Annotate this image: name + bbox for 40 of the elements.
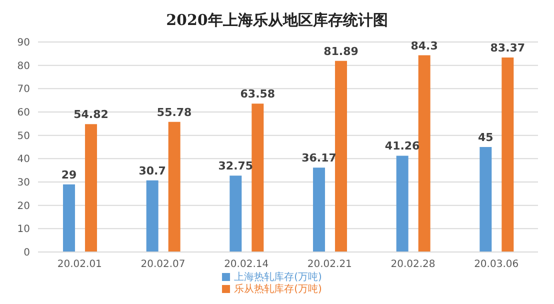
bar xyxy=(335,60,347,252)
y-tick-label: 40 xyxy=(17,154,30,166)
bar xyxy=(252,104,264,252)
bar xyxy=(313,168,325,252)
bar xyxy=(168,122,180,252)
x-tick-label: 20.02.14 xyxy=(224,259,269,270)
x-tick-label: 20.02.21 xyxy=(307,259,352,270)
y-tick-label: 30 xyxy=(17,178,30,189)
y-tick-label: 80 xyxy=(17,60,30,72)
bar xyxy=(63,184,75,252)
data-label: 83.37 xyxy=(490,41,526,54)
y-tick-label: 50 xyxy=(17,130,30,142)
bar xyxy=(146,180,158,252)
legend-label: 上海热轧库存(万吨) xyxy=(234,272,322,283)
x-tick-label: 20.02.01 xyxy=(57,259,102,270)
y-tick-label: 70 xyxy=(17,84,30,96)
data-label: 54.82 xyxy=(74,108,108,122)
chart-title: 2020年上海乐从地区库存统计图 xyxy=(165,10,389,31)
data-label: 29 xyxy=(61,168,77,182)
y-tick-label: 0 xyxy=(24,248,30,259)
y-tick-label: 20 xyxy=(17,200,30,212)
data-label: 45 xyxy=(478,131,494,144)
data-label: 81.89 xyxy=(324,44,358,58)
bar xyxy=(502,57,514,252)
data-label: 30.7 xyxy=(138,164,166,178)
x-tick-label: 20.03.06 xyxy=(474,259,519,270)
y-tick-label: 90 xyxy=(17,38,30,49)
x-tick-label: 20.02.07 xyxy=(140,259,186,270)
data-label: 84.3 xyxy=(410,39,438,52)
bar xyxy=(396,156,408,252)
bar xyxy=(230,176,242,252)
legend-label: 乐从热轧库存(万吨) xyxy=(234,284,322,295)
y-tick-label: 10 xyxy=(17,224,30,236)
x-tick-label: 20.02.28 xyxy=(390,259,436,270)
data-label: 55.78 xyxy=(156,106,192,119)
bar xyxy=(418,55,430,252)
bar xyxy=(85,124,97,252)
bar xyxy=(480,147,492,252)
data-label: 63.58 xyxy=(240,88,276,101)
y-tick-label: 60 xyxy=(17,108,30,119)
